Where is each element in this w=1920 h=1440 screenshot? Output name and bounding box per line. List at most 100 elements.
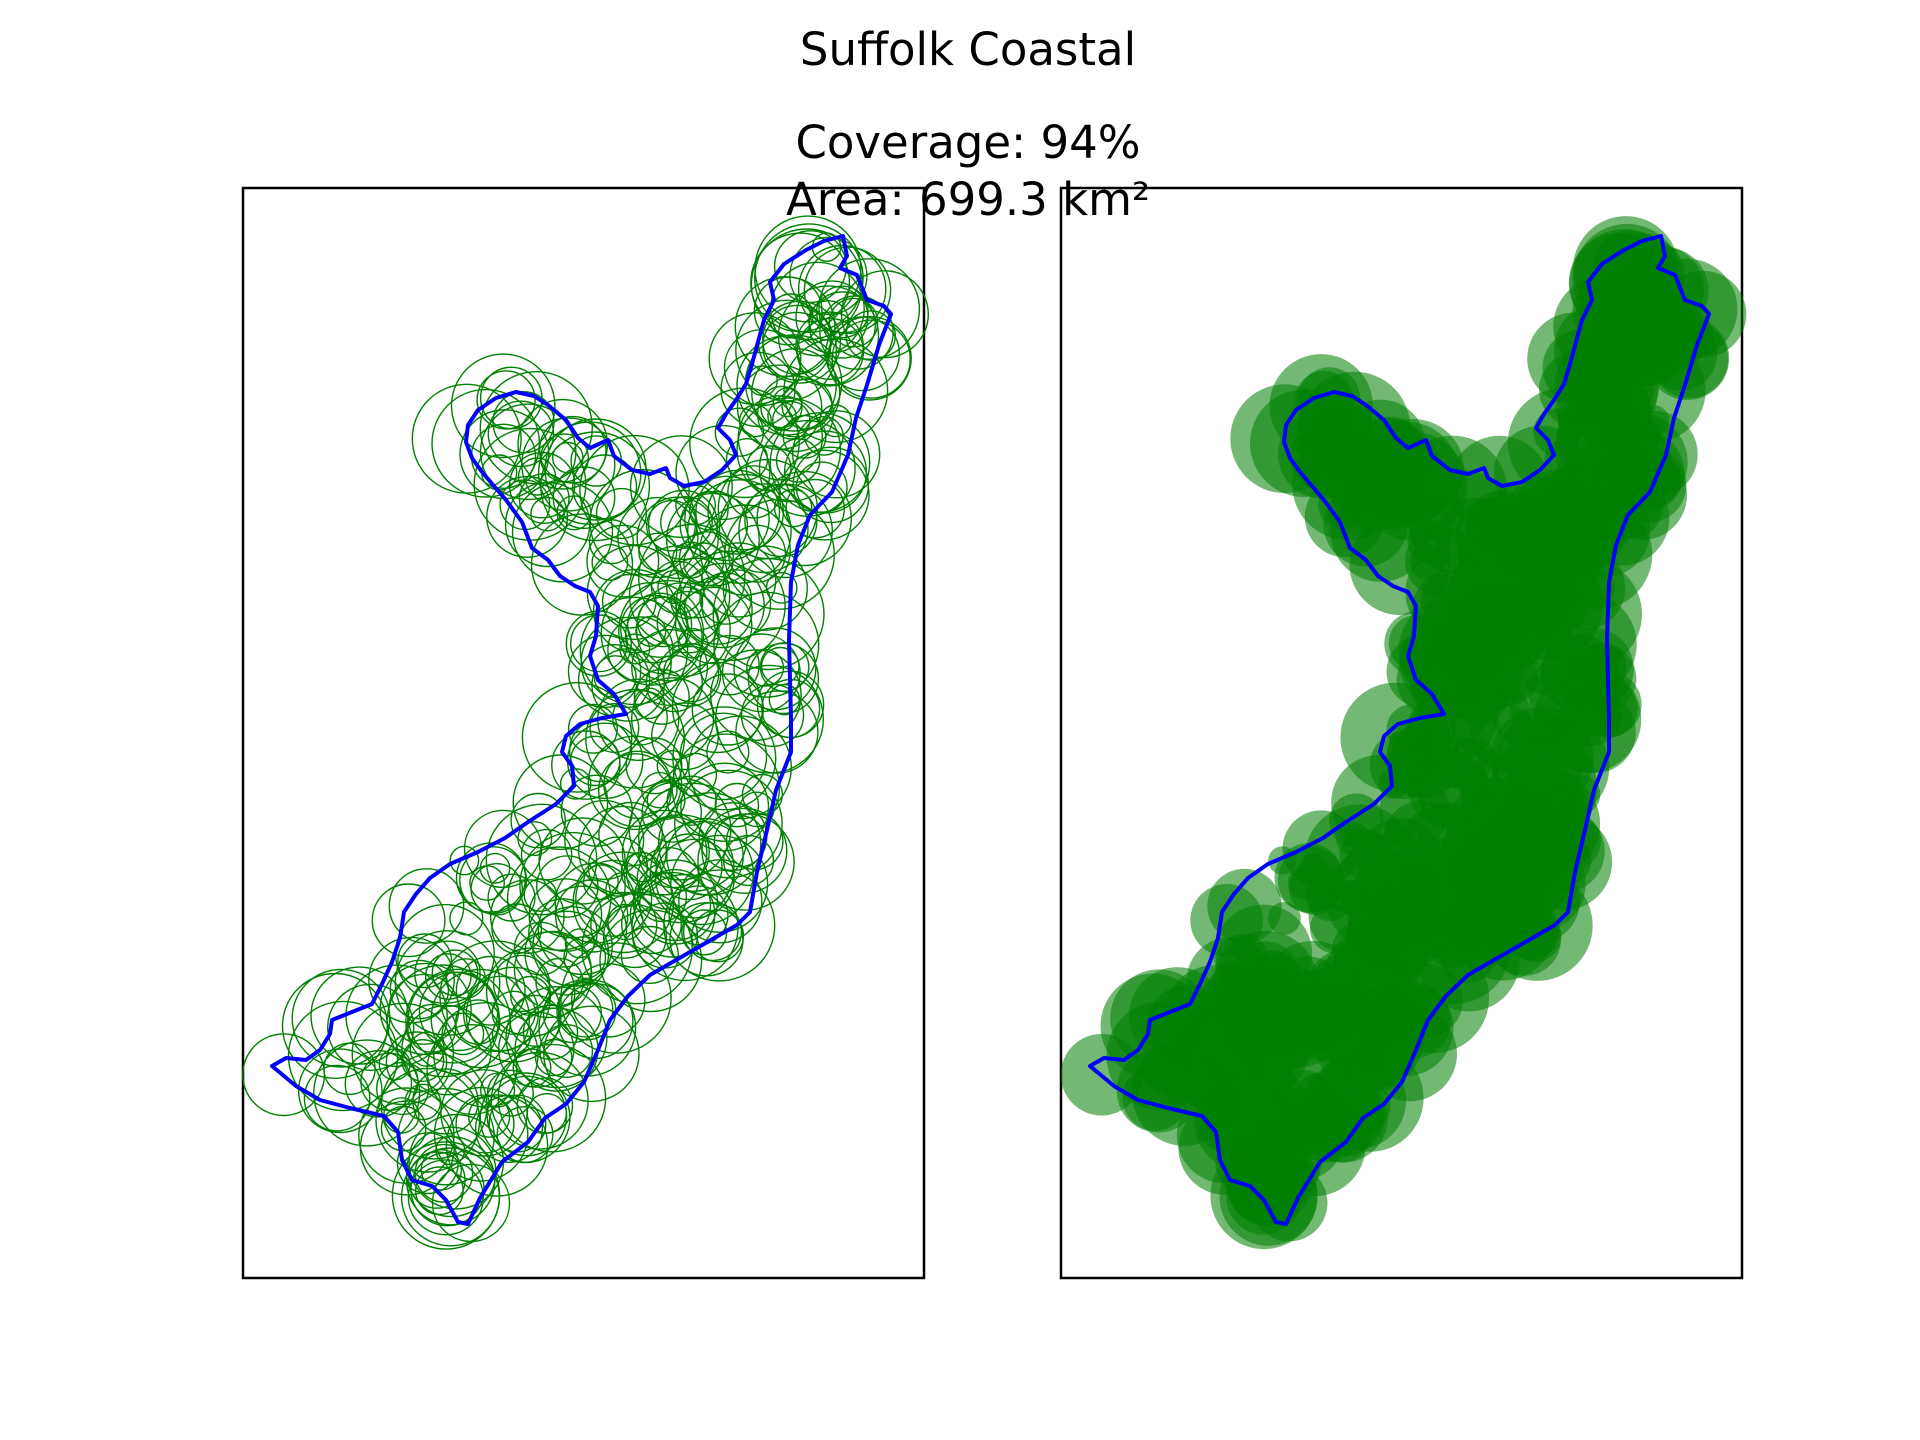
coverage-circle-filled bbox=[1228, 1032, 1263, 1067]
coverage-circle-outline bbox=[599, 909, 703, 1013]
coverage-circle-outline bbox=[578, 805, 668, 895]
coverage-circle-outline bbox=[590, 891, 658, 959]
coverage-circle-outline bbox=[595, 487, 647, 540]
coverage-circle-outline bbox=[625, 737, 683, 795]
coverage-circle-outline bbox=[360, 1052, 419, 1112]
coverage-circle-outline bbox=[674, 586, 753, 665]
coverage-circle-outline bbox=[487, 873, 536, 922]
coverage-circle-outline bbox=[710, 649, 802, 741]
coverage-circle-outline bbox=[557, 981, 614, 1038]
coverage-circle-outline bbox=[521, 682, 633, 793]
coverage-circle-outline bbox=[463, 809, 543, 889]
coverage-circle-outline bbox=[517, 457, 557, 496]
coverage-circle-outline bbox=[631, 873, 739, 982]
coverage-circle-outline bbox=[521, 417, 616, 512]
coverage-circle-outline bbox=[431, 949, 479, 997]
coverage-circle-outline bbox=[747, 642, 820, 715]
coverage-circle-outline bbox=[496, 1105, 554, 1163]
coverage-circle-outline bbox=[579, 434, 690, 546]
coverage-circle-outline bbox=[439, 940, 552, 1052]
filled-panel bbox=[1059, 186, 1747, 1280]
coverage-circle-outline bbox=[725, 812, 784, 871]
coverage-circle-outline bbox=[736, 397, 842, 503]
coverage-circle-outline bbox=[564, 799, 645, 881]
coverage-circle-outline bbox=[660, 496, 713, 549]
coverage-circle-filled bbox=[1357, 1024, 1411, 1078]
coverage-circle-outline bbox=[808, 299, 849, 341]
outline-panel bbox=[241, 186, 930, 1280]
coverage-circle-outline bbox=[646, 781, 686, 821]
coverage-circle-outline bbox=[758, 419, 856, 517]
coverage-circle-outline bbox=[454, 999, 501, 1045]
coverage-circle-outline bbox=[785, 478, 846, 539]
coverage-circle-outline bbox=[469, 865, 505, 901]
coverage-circle-outline bbox=[486, 1069, 534, 1117]
coverage-circle-outline bbox=[683, 575, 753, 645]
coverage-circle-outline bbox=[414, 940, 481, 1008]
coverage-circle-outline bbox=[792, 410, 881, 499]
coverage-circle-outline bbox=[401, 1038, 445, 1082]
coverage-circle-outline bbox=[688, 715, 793, 820]
coverage-circle-outline bbox=[691, 673, 764, 746]
coverage-circle-outline bbox=[754, 223, 864, 334]
coverage-circle-outline bbox=[297, 1048, 383, 1134]
coverage-circle-outline bbox=[408, 1151, 466, 1209]
coverage-circle-outline bbox=[327, 983, 415, 1072]
coverage-circle-outline bbox=[666, 557, 728, 619]
coverage-circle-outline bbox=[633, 668, 690, 725]
coverage-circle-outline bbox=[303, 1064, 371, 1132]
coverage-circle-outline bbox=[621, 809, 708, 896]
coverage-circle-outline bbox=[512, 754, 609, 851]
coverage-circle-outline bbox=[479, 852, 511, 884]
coverage-circle-outline bbox=[773, 230, 847, 304]
coverage-circle-outline bbox=[738, 791, 775, 828]
district-boundary-outline bbox=[270, 234, 893, 1226]
coverage-label: Coverage: 94% bbox=[795, 116, 1140, 169]
outline-panel-frame bbox=[241, 186, 926, 1280]
coverage-circle-outline bbox=[620, 925, 679, 984]
coverage-circle-filled bbox=[1277, 846, 1345, 914]
coverage-circle-outline bbox=[773, 488, 813, 528]
coverage-circle-filled bbox=[1254, 1136, 1283, 1165]
coverage-circle-outline bbox=[638, 523, 746, 632]
coverage-circle-outline bbox=[840, 270, 930, 359]
coverage-circle-outline bbox=[617, 496, 699, 579]
coverage-circle-filled bbox=[1557, 792, 1592, 827]
coverage-circle-outline bbox=[680, 762, 770, 852]
coverage-circle-outline bbox=[455, 955, 526, 1026]
coverage-circle-outline bbox=[675, 424, 771, 521]
coverage-circle-outline bbox=[394, 930, 501, 1036]
coverage-circle-outline bbox=[649, 820, 754, 926]
coverage-circle-outline bbox=[479, 371, 593, 485]
coverage-circle-outline bbox=[530, 513, 634, 616]
coverage-circle-filled bbox=[1284, 967, 1379, 1062]
coverage-circle-outline bbox=[663, 869, 776, 982]
outline-circles-layer bbox=[242, 215, 930, 1250]
coverage-circle-outline bbox=[536, 855, 599, 918]
coverage-circle-outline bbox=[409, 1031, 445, 1067]
coverage-circle-outline bbox=[485, 803, 598, 916]
coverage-circle-outline bbox=[426, 1023, 518, 1115]
coverage-circle-filled bbox=[1229, 1152, 1302, 1226]
coverage-circle-outline bbox=[517, 398, 609, 490]
coverage-circle-outline bbox=[476, 370, 536, 430]
coverage-circle-outline bbox=[619, 633, 651, 665]
coverage-circle-outline bbox=[520, 828, 573, 881]
coverage-circle-outline bbox=[510, 792, 567, 849]
coverage-circle-outline bbox=[777, 285, 880, 387]
coverage-circle-outline bbox=[672, 706, 777, 811]
filled-panel-frame bbox=[1059, 186, 1744, 1280]
coverage-circle-outline bbox=[767, 401, 797, 432]
coverage-circle-outline bbox=[505, 985, 608, 1089]
coverage-circle-filled bbox=[1197, 1049, 1229, 1080]
area-label: Area: 699.3 km² bbox=[786, 173, 1150, 226]
coverage-circle-outline bbox=[756, 470, 853, 567]
coverage-circle-outline bbox=[753, 276, 823, 346]
coverage-circle-outline bbox=[378, 1048, 411, 1081]
coverage-circle-outline bbox=[626, 851, 658, 883]
coverage-circle-filled bbox=[1398, 597, 1506, 705]
coverage-circle-outline bbox=[449, 845, 480, 876]
coverage-circle-filled bbox=[1268, 902, 1301, 935]
coverage-circle-outline bbox=[684, 475, 770, 562]
